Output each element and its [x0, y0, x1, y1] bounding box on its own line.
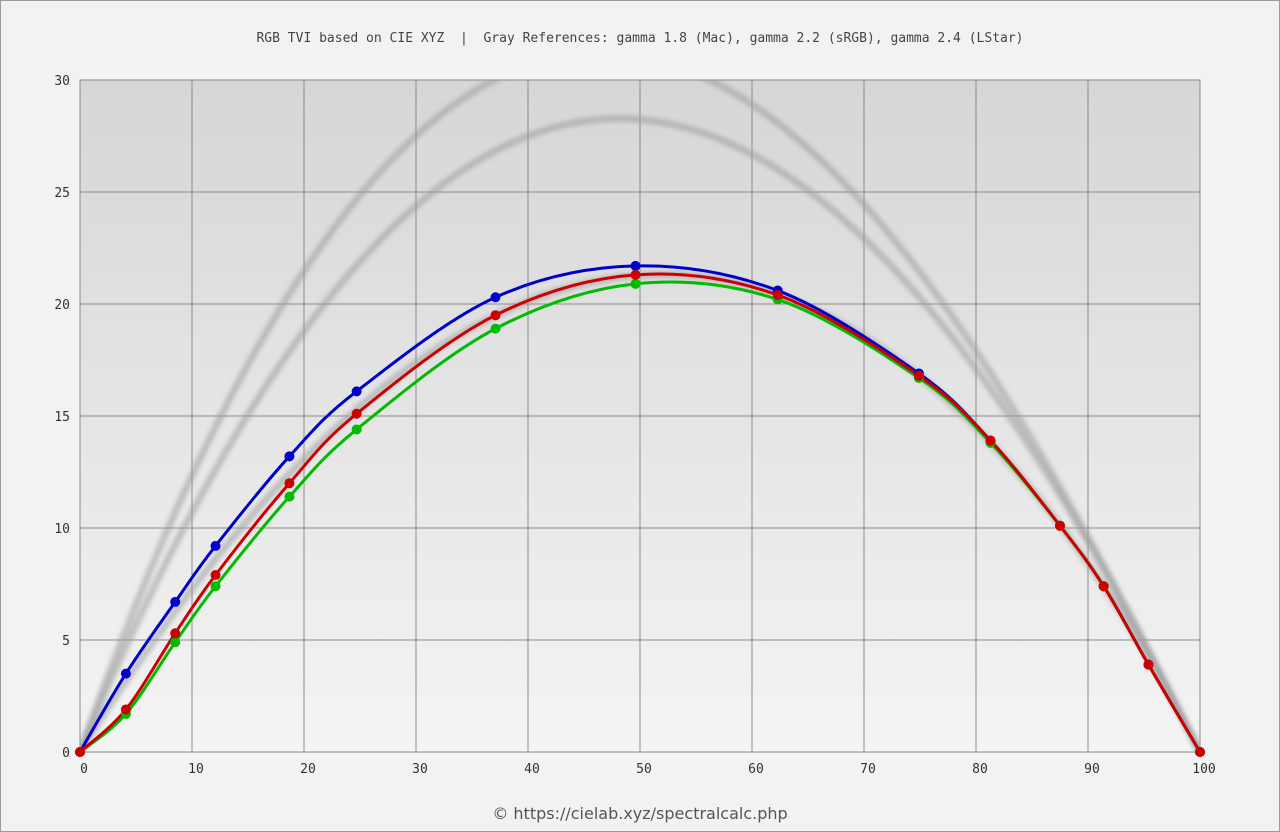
- series-point: [1055, 520, 1065, 531]
- series-point: [210, 540, 221, 551]
- series-point: [351, 408, 362, 419]
- series-point: [120, 668, 131, 679]
- y-tick-label: 25: [54, 186, 70, 201]
- series-point: [1143, 659, 1154, 670]
- grid-lines: [80, 80, 1200, 752]
- series-point: [913, 370, 924, 381]
- gray-reference-curve: [80, 80, 1200, 752]
- y-tick-label: 10: [54, 522, 70, 537]
- series-point: [120, 704, 131, 715]
- footer-credit: © https://cielab.xyz/spectralcalc.php: [492, 804, 788, 823]
- series-point: [170, 596, 181, 607]
- x-tick-label: 0: [80, 762, 88, 777]
- series-point: [490, 292, 501, 303]
- series-point: [985, 435, 996, 446]
- x-tick-label: 50: [636, 762, 652, 777]
- series-point: [630, 269, 641, 280]
- y-tick-label: 5: [62, 634, 70, 649]
- x-tick-label: 90: [1084, 762, 1100, 777]
- series-point: [1195, 747, 1205, 757]
- x-tick-label: 60: [748, 762, 764, 777]
- y-tick-label: 30: [54, 74, 70, 89]
- x-tick-label: 30: [412, 762, 428, 777]
- x-tick-label: 40: [524, 762, 540, 777]
- x-tick-label: 70: [860, 762, 876, 777]
- series-point: [630, 260, 641, 271]
- x-tick-label: 80: [972, 762, 988, 777]
- x-tick-label: 10: [188, 762, 204, 777]
- series-point: [170, 628, 181, 639]
- series-point: [490, 323, 501, 334]
- series-point: [284, 451, 295, 462]
- x-tick-label: 100: [1192, 762, 1215, 777]
- series-point: [772, 290, 783, 301]
- series-point: [284, 491, 295, 502]
- axis-ticks: 0 10 20 30 40 50 60 70 80 90 100 0 5 10 15 20 25 30: [54, 74, 1215, 777]
- chart-title: RGB TVI based on CIE XYZ | Gray Referenc…: [256, 31, 1024, 46]
- series-point: [75, 747, 85, 757]
- series-point: [210, 570, 221, 581]
- series-point: [351, 386, 362, 397]
- gray-reference-curve: [80, 115, 1200, 752]
- series-point: [630, 278, 641, 289]
- series-point: [170, 637, 181, 648]
- x-tick-label: 20: [300, 762, 316, 777]
- y-tick-label: 15: [54, 410, 70, 425]
- series-point: [351, 424, 362, 435]
- series-point: [490, 310, 501, 321]
- y-tick-label: 0: [62, 746, 70, 761]
- series-point: [210, 581, 221, 592]
- y-tick-label: 20: [54, 298, 70, 313]
- series-point: [1098, 581, 1109, 592]
- series-point: [284, 478, 295, 489]
- rgb-series: [75, 260, 1205, 757]
